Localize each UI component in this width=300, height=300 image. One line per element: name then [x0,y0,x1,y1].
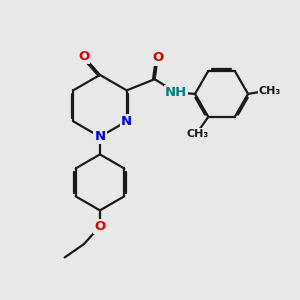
Text: N: N [94,130,106,143]
Text: CH₃: CH₃ [258,86,280,96]
Text: NH: NH [165,86,187,99]
Text: CH₃: CH₃ [187,129,209,139]
Text: O: O [152,52,163,64]
Text: O: O [78,50,89,63]
Text: O: O [94,220,106,233]
Text: N: N [121,115,132,128]
